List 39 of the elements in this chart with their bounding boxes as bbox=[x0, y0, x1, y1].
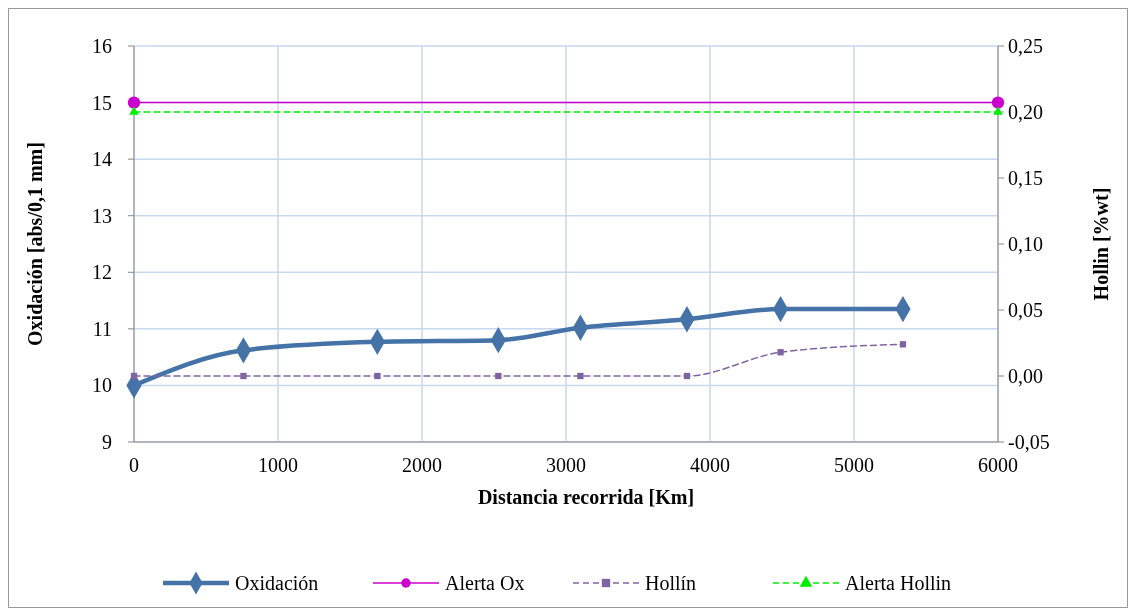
y2-tick-label: -0,05 bbox=[1008, 431, 1050, 453]
point bbox=[577, 372, 584, 380]
x-tick-label: 4000 bbox=[690, 454, 730, 476]
x-tick-label: 2000 bbox=[402, 454, 442, 476]
x-tick-label: 6000 bbox=[978, 454, 1018, 476]
x-tick-label: 0 bbox=[129, 454, 139, 476]
y-tick-label: 11 bbox=[92, 317, 112, 340]
y2-tick-label: 0,05 bbox=[1008, 299, 1043, 321]
point bbox=[777, 349, 784, 356]
y-tick-label: 10 bbox=[92, 374, 112, 397]
y-tick-label: 14 bbox=[92, 148, 112, 171]
x-axis-title: Distancia recorrida [Km] bbox=[477, 486, 695, 508]
y2-tick-label: 0,10 bbox=[1008, 233, 1043, 255]
y2-axis-title: Hollin [%wt] bbox=[1090, 187, 1112, 301]
legend-label: Alerta Ox bbox=[445, 572, 525, 594]
point bbox=[127, 96, 141, 109]
x-tick-label: 3000 bbox=[546, 454, 586, 476]
y-tick-label: 12 bbox=[92, 261, 112, 284]
legend-label: Hollín bbox=[645, 572, 697, 594]
point bbox=[683, 372, 691, 380]
y-tick-label: 13 bbox=[92, 204, 112, 227]
y2-tick-label: 0,00 bbox=[1008, 365, 1043, 387]
legend-label: Alerta Hollin bbox=[845, 572, 952, 594]
y-tick-label: 16 bbox=[92, 35, 112, 57]
point bbox=[991, 96, 1005, 109]
point bbox=[130, 372, 138, 380]
y2-tick-label: 0,25 bbox=[1008, 35, 1043, 57]
y2-tick-label: 0,15 bbox=[1008, 167, 1043, 189]
y-tick-label: 15 bbox=[92, 91, 112, 114]
x-tick-label: 1000 bbox=[258, 454, 298, 476]
y-tick-label: 9 bbox=[102, 431, 112, 453]
point bbox=[240, 372, 247, 380]
point bbox=[495, 372, 502, 380]
point bbox=[899, 341, 907, 348]
legend-label: Oxidación bbox=[235, 572, 319, 594]
y2-tick-label: 0,20 bbox=[1008, 101, 1043, 123]
point bbox=[374, 372, 381, 380]
y-axis-title: Oxidación [abs/0,1 mm] bbox=[24, 142, 46, 346]
x-tick-label: 5000 bbox=[834, 454, 874, 476]
